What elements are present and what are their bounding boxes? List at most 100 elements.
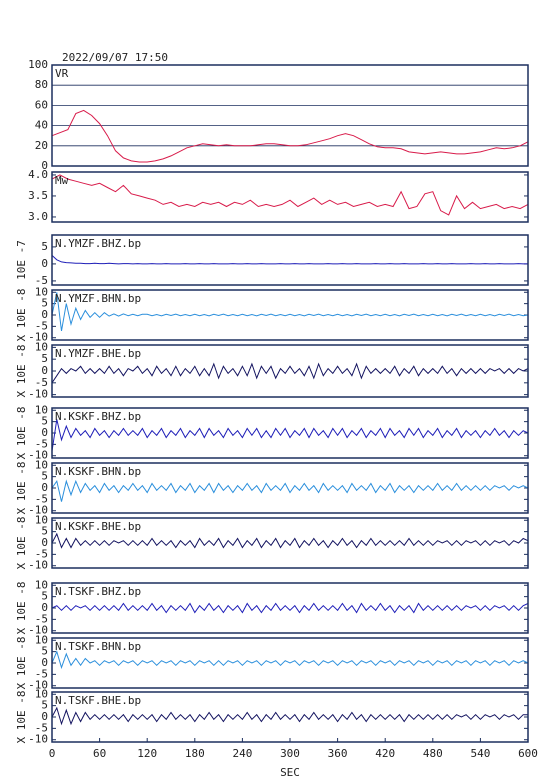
y-tick-label: 10 xyxy=(35,458,48,471)
y-tick-label: -5 xyxy=(35,274,48,287)
panel-frame xyxy=(51,171,529,223)
waveform xyxy=(51,706,528,726)
panel-label: N.TSKF.BHN.bp xyxy=(55,640,141,653)
y-tick-label: 0 xyxy=(41,364,48,377)
panel xyxy=(52,463,528,513)
y-tick-label: 5 xyxy=(41,352,48,365)
x-tick-label: 300 xyxy=(280,747,300,760)
y-tick-label: -10 xyxy=(28,624,48,637)
panel-label: N.YMZF.BHE.bp xyxy=(55,347,141,360)
chart-title: 2022/09/07 17:50 xyxy=(62,51,168,64)
y-tick-label: 100 xyxy=(28,58,48,71)
y-tick-label: 10 xyxy=(35,633,48,646)
y-tick-label: 0 xyxy=(41,536,48,549)
y-tick-label: 10 xyxy=(35,285,48,298)
y-tick-label: 5 xyxy=(41,415,48,428)
y-axis-label: X 10E -8 xyxy=(15,289,28,342)
y-tick-label: -5 xyxy=(35,547,48,560)
panel-label: N.YMZF.BHZ.bp xyxy=(55,237,141,250)
x-tick-label: 0 xyxy=(49,747,56,760)
panel xyxy=(52,65,528,166)
waveform xyxy=(51,255,528,265)
panel-frame xyxy=(51,462,529,514)
y-tick-label: 3.0 xyxy=(28,210,48,223)
panel-label: Mw xyxy=(55,174,69,187)
waveform xyxy=(51,362,529,384)
y-axis-label: 10E -7 xyxy=(15,240,28,280)
waveform xyxy=(51,479,529,502)
panel-label: N.KSKF.BHE.bp xyxy=(55,520,141,533)
y-tick-label: -5 xyxy=(35,612,48,625)
y-axis-label: X 10E -8 xyxy=(15,691,28,744)
y-tick-label: -10 xyxy=(28,449,48,462)
y-tick-label: 5 xyxy=(41,699,48,712)
y-tick-label: 5 xyxy=(41,297,48,310)
y-tick-label: 40 xyxy=(35,119,48,132)
y-tick-label: -10 xyxy=(28,331,48,344)
panel-label: N.KSKF.BHN.bp xyxy=(55,465,141,478)
panel-frame xyxy=(51,234,529,286)
y-tick-label: 10 xyxy=(35,578,48,591)
y-tick-label: -10 xyxy=(28,679,48,692)
panel-frame xyxy=(51,637,529,689)
panel-frame xyxy=(51,289,529,341)
x-tick-label: 540 xyxy=(470,747,490,760)
y-tick-label: -5 xyxy=(35,492,48,505)
y-tick-label: -5 xyxy=(35,437,48,450)
waveform xyxy=(51,602,529,614)
y-tick-label: 4.0 xyxy=(28,168,48,181)
y-axis-label: X 10E -8 xyxy=(15,345,28,398)
y-axis-label: X 10E -8 xyxy=(15,637,28,690)
y-tick-label: 5 xyxy=(41,645,48,658)
y-tick-label: 0 xyxy=(41,308,48,321)
x-tick-label: 480 xyxy=(423,747,443,760)
panel-frame xyxy=(51,582,529,634)
x-tick-label: 240 xyxy=(232,747,252,760)
y-tick-label: -5 xyxy=(35,319,48,332)
y-tick-label: 5 xyxy=(41,470,48,483)
y-tick-label: 0 xyxy=(41,426,48,439)
y-tick-label: 5 xyxy=(41,525,48,538)
y-tick-label: -5 xyxy=(35,376,48,389)
y-tick-label: -10 xyxy=(28,559,48,572)
panel xyxy=(52,583,528,633)
x-tick-label: 60 xyxy=(93,747,106,760)
panel xyxy=(52,518,528,568)
y-axis-label: X 10E -8 xyxy=(15,582,28,635)
x-tick-label: 600 xyxy=(518,747,538,760)
panel xyxy=(52,235,528,285)
waveform xyxy=(51,650,529,670)
y-tick-label: -10 xyxy=(28,504,48,517)
y-tick-label: -5 xyxy=(35,721,48,734)
panel-frame xyxy=(51,64,529,167)
panel-label: VR xyxy=(55,67,69,80)
y-tick-label: 60 xyxy=(35,98,48,111)
panel-frame xyxy=(51,407,529,459)
y-tick-label: -10 xyxy=(28,388,48,401)
panel-label: N.TSKF.BHZ.bp xyxy=(55,585,141,598)
y-tick-label: 0 xyxy=(41,257,48,270)
x-axis-label: SEC xyxy=(280,766,300,779)
waveform xyxy=(51,109,529,163)
y-tick-label: 0 xyxy=(41,159,48,172)
y-tick-label: 10 xyxy=(35,340,48,353)
panel-frame xyxy=(51,344,529,398)
panel xyxy=(52,408,528,458)
waveform xyxy=(51,532,529,549)
panel xyxy=(52,345,528,397)
x-tick-label: 180 xyxy=(185,747,205,760)
y-tick-label: 0 xyxy=(41,656,48,669)
panel-label: N.YMZF.BHN.bp xyxy=(55,292,141,305)
x-tick-label: 420 xyxy=(375,747,395,760)
y-tick-label: -10 xyxy=(28,733,48,746)
x-tick-label: 120 xyxy=(137,747,157,760)
y-tick-label: 3.5 xyxy=(28,189,48,202)
y-tick-label: 10 xyxy=(35,513,48,526)
y-axis-label: X 10E -8 xyxy=(15,517,28,570)
panel xyxy=(52,172,528,222)
y-tick-label: 10 xyxy=(35,687,48,700)
y-tick-label: 80 xyxy=(35,78,48,91)
y-tick-label: 20 xyxy=(35,139,48,152)
waveform xyxy=(51,174,529,216)
